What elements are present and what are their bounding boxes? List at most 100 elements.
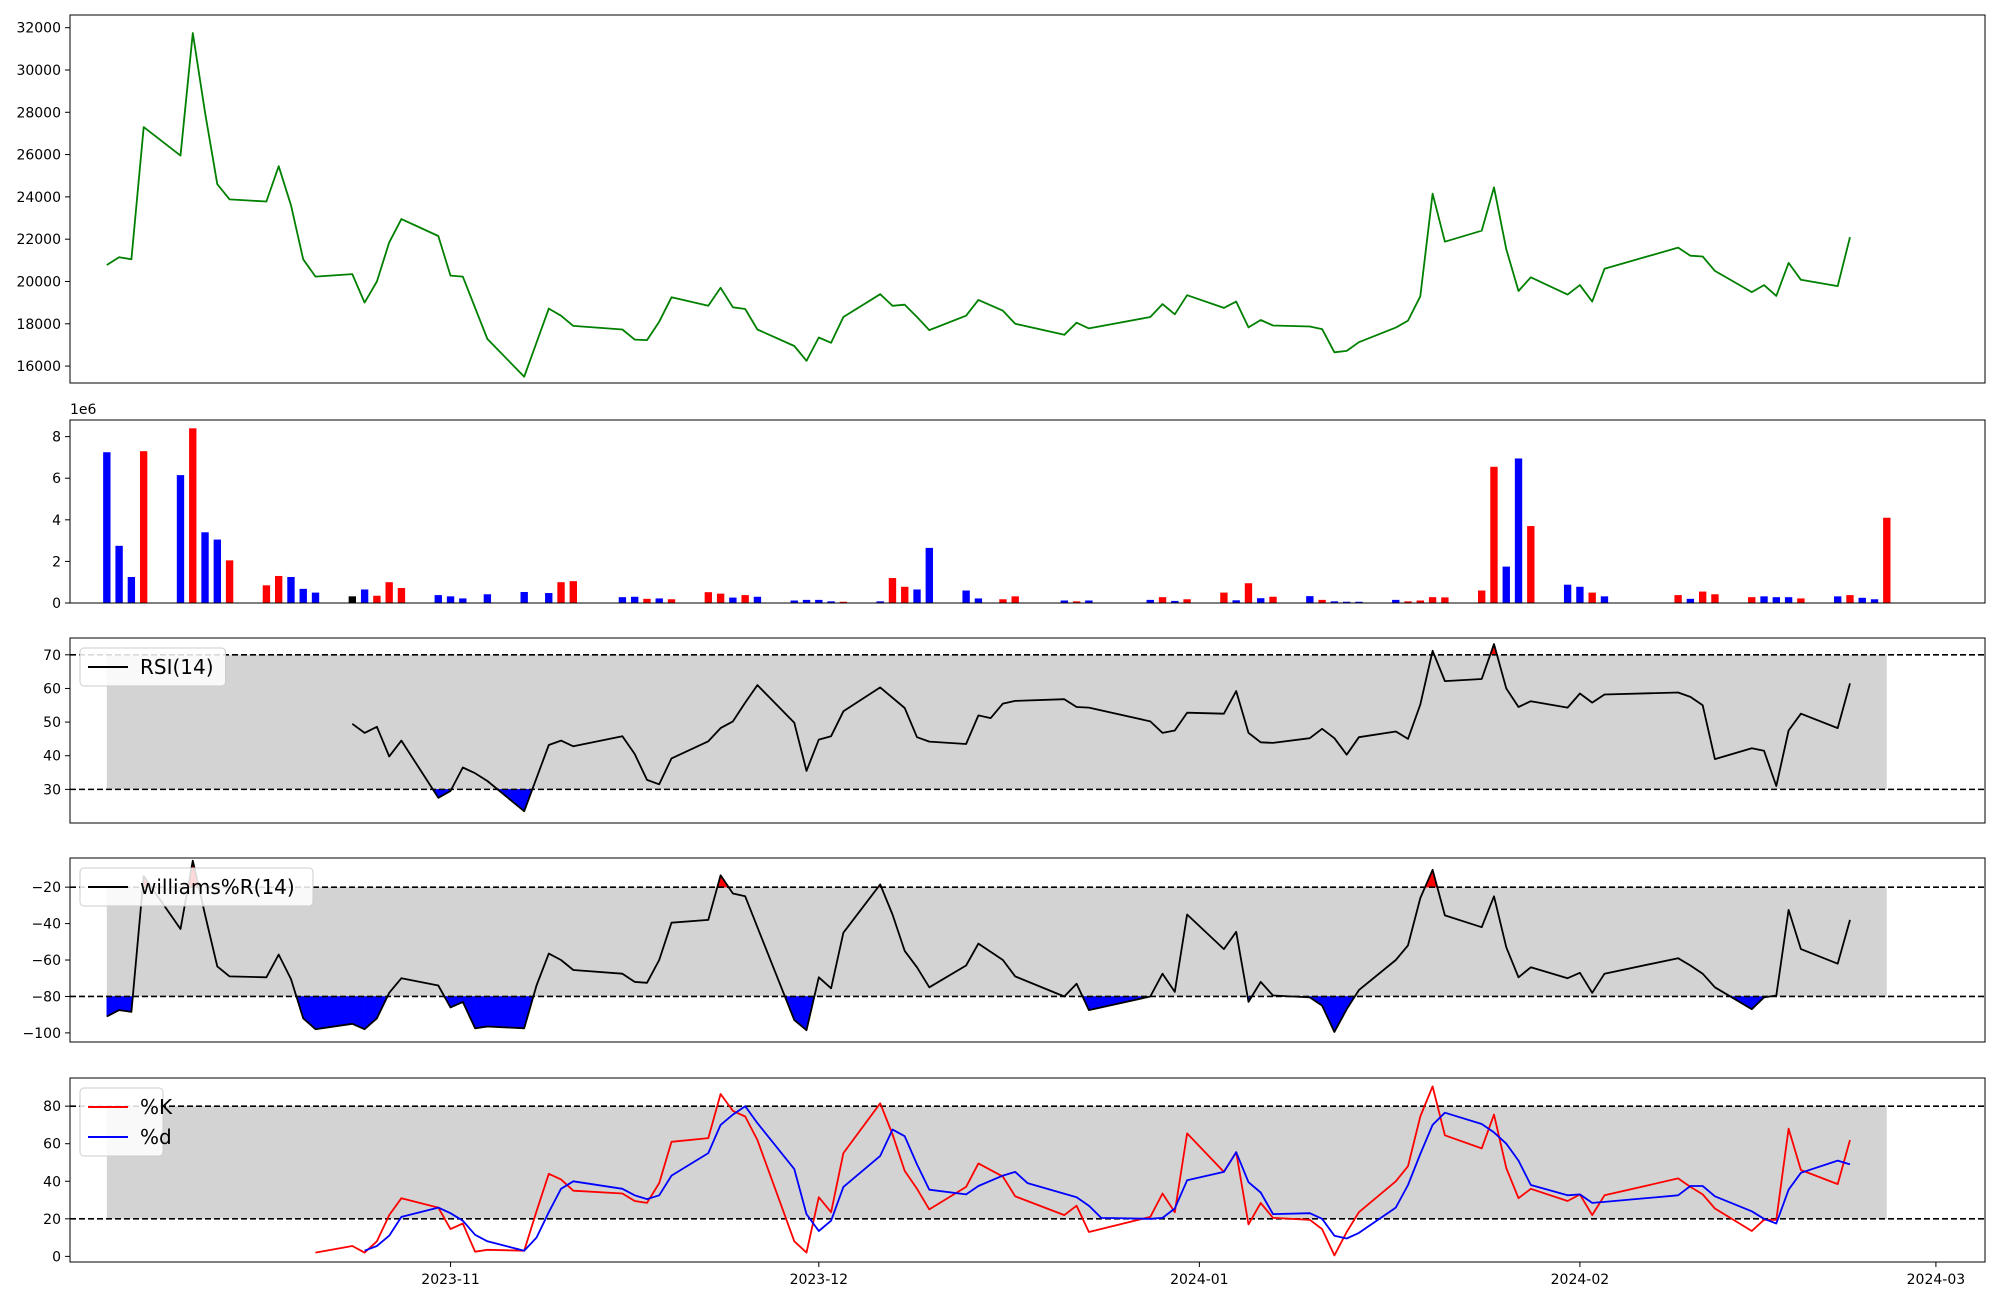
volume-bar <box>434 595 442 603</box>
stochastic-ytick-label: 20 <box>43 1212 61 1228</box>
volume-offset-label: 1e6 <box>70 402 97 418</box>
volume-bar <box>1588 592 1596 603</box>
volume-bar <box>1269 596 1277 603</box>
williams-ytick-label: −80 <box>31 989 61 1005</box>
volume-bar <box>1502 566 1510 603</box>
volume-bar <box>1858 597 1866 603</box>
volume-bar <box>225 560 234 603</box>
volume-bar <box>643 598 651 603</box>
volume-ytick-label: 6 <box>52 471 61 487</box>
volume-bar <box>1846 595 1854 603</box>
stochastic-legend <box>79 1087 164 1157</box>
volume-bar <box>667 599 676 603</box>
volume-bar <box>1711 594 1719 603</box>
volume-bar <box>925 547 933 603</box>
volume-bar <box>1416 600 1425 603</box>
volume-bar <box>753 596 762 603</box>
rsi-ytick-label: 40 <box>43 749 61 765</box>
volume-bar <box>1330 601 1339 603</box>
williams-panel: −100 −80 −60 −40 −20 williams%R(14) <box>23 857 1986 1043</box>
volume-bar <box>1306 596 1314 603</box>
price-axes-frame <box>69 14 1986 384</box>
volume-bar <box>1600 596 1609 603</box>
volume-bar <box>1428 597 1437 603</box>
volume-bar <box>569 581 577 603</box>
volume-ytick-label: 8 <box>52 430 61 446</box>
volume-bar <box>1146 599 1154 603</box>
williams-ytick-label: −20 <box>31 880 61 896</box>
volume-bar <box>373 595 381 603</box>
xtick-label: 2024-01 <box>1170 1272 1229 1288</box>
rsi-panel: 30 40 50 60 70 RSI(14) <box>43 637 1986 824</box>
xtick-label: 2024-02 <box>1551 1272 1610 1288</box>
volume-bar <box>962 590 970 603</box>
volume-bar <box>630 596 639 603</box>
volume-bar <box>385 582 393 603</box>
williams-legend-label: williams%R(14) <box>140 875 295 899</box>
volume-bar <box>1797 598 1805 603</box>
stochastic-ytick-label: 40 <box>43 1174 61 1190</box>
volume-bar <box>287 577 295 603</box>
volume-bar <box>557 582 565 603</box>
volume-bar <box>790 600 798 603</box>
stochastic-ytick-label: 80 <box>43 1099 61 1115</box>
volume-bar <box>1478 590 1486 603</box>
williams-band <box>106 887 1887 997</box>
volume-bar <box>1834 596 1842 603</box>
volume-bar <box>360 589 369 603</box>
rsi-axes-frame <box>69 637 1986 824</box>
volume-bar <box>1870 599 1879 603</box>
volume-bar <box>729 597 737 603</box>
volume-bar <box>1514 458 1523 603</box>
stochastic-legend-label: %K <box>140 1095 173 1119</box>
volume-bar <box>974 598 983 603</box>
volume-ytick-label: 0 <box>52 596 61 612</box>
volume-ytick-label: 4 <box>52 513 61 529</box>
volume-bar <box>1563 584 1572 603</box>
volume-bar <box>348 596 357 603</box>
williams-ytick-label: −60 <box>31 953 61 969</box>
volume-bar <box>311 592 320 603</box>
volume-bar <box>459 598 467 603</box>
williams-axes-frame <box>69 857 1986 1043</box>
volume-bar <box>127 577 136 603</box>
volume-bar <box>1355 601 1363 603</box>
price-ytick-label: 28000 <box>16 105 61 121</box>
volume-bar <box>262 585 271 603</box>
volume-bar <box>483 594 492 603</box>
volume-bar <box>115 545 123 603</box>
price-ytick-label: 16000 <box>16 359 61 375</box>
volume-bar <box>839 601 848 603</box>
volume-bar <box>1527 526 1535 603</box>
stochastic-series-line <box>315 1085 1851 1257</box>
xtick-label: 2023-12 <box>790 1272 849 1288</box>
volume-bar <box>888 578 897 603</box>
volume-bar <box>1490 466 1498 603</box>
volume-bar <box>1883 517 1891 603</box>
volume-bar <box>741 595 749 603</box>
volume-bar <box>201 532 209 603</box>
price-ytick-label: 18000 <box>16 317 61 333</box>
stochastic-band <box>106 1106 1887 1219</box>
volume-bar <box>1342 601 1351 603</box>
volume-bar <box>655 598 663 603</box>
volume-bar <box>704 592 713 603</box>
stochastic-legend-label: %d <box>140 1125 172 1149</box>
volume-bar <box>1232 600 1240 603</box>
volume-bar <box>1760 596 1768 603</box>
price-ytick-label: 20000 <box>16 274 61 290</box>
volume-bar <box>815 599 823 603</box>
xtick-label: 2023-11 <box>421 1272 480 1288</box>
volume-bar <box>1674 595 1682 603</box>
volume-bar <box>397 588 406 603</box>
volume-bar <box>213 539 221 603</box>
price-ytick-label: 24000 <box>16 190 61 206</box>
rsi-ytick-label: 50 <box>43 715 61 731</box>
volume-bar <box>299 588 307 603</box>
volume-bar <box>913 589 921 603</box>
volume-bar <box>1244 583 1253 603</box>
volume-bar <box>1158 597 1167 603</box>
volume-bar <box>1171 600 1179 603</box>
volume-ytick-label: 2 <box>52 554 61 570</box>
